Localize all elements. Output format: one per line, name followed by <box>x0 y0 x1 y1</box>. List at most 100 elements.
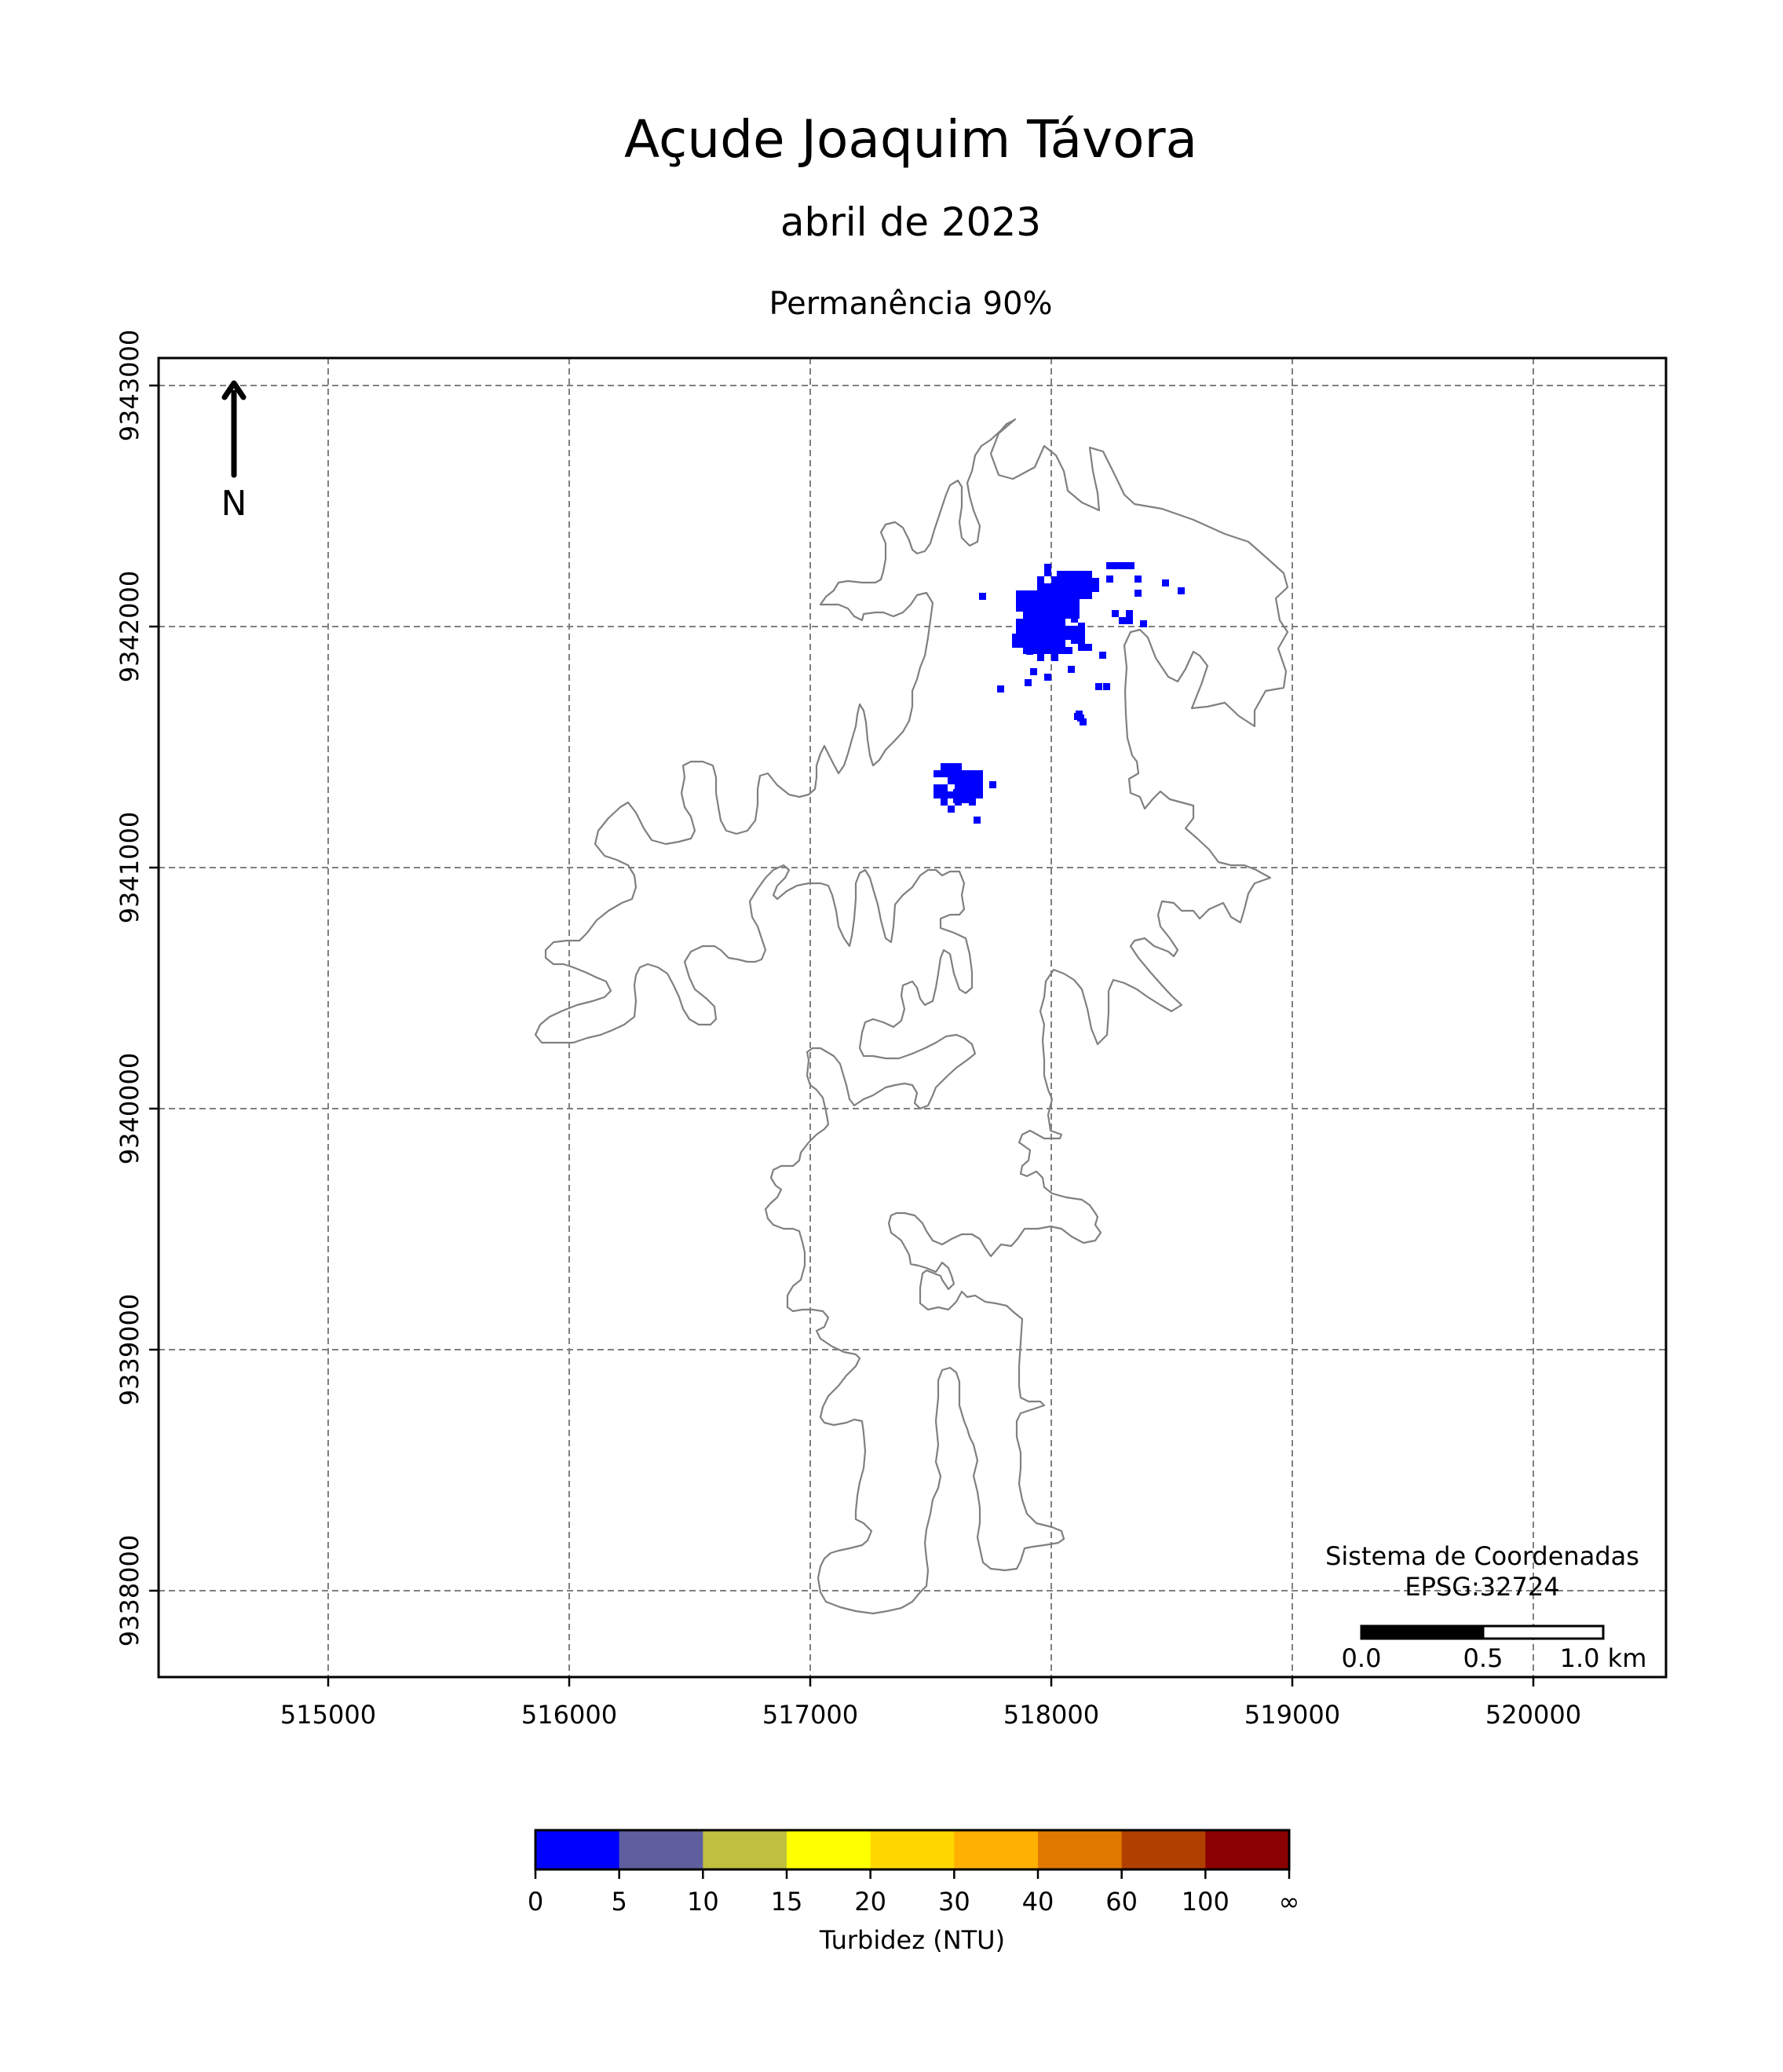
turbidity-cell <box>1058 640 1065 647</box>
turbidity-cell <box>1071 578 1078 585</box>
turbidity-cell <box>934 770 941 777</box>
colorbar-tick-label: 20 <box>854 1887 886 1917</box>
turbidity-cell <box>969 770 976 777</box>
turbidity-cell <box>1019 619 1026 627</box>
turbidity-cell <box>974 817 981 824</box>
colorbar-swatch <box>535 1830 620 1869</box>
turbidity-cell <box>967 789 974 796</box>
turbidity-cell <box>1057 592 1064 599</box>
turbidity-cell <box>1099 652 1106 659</box>
colorbar-tick-label: ∞ <box>1279 1887 1300 1917</box>
turbidity-cell <box>1037 605 1044 612</box>
turbidity-cell <box>1162 579 1169 587</box>
turbidity-cell <box>948 763 955 770</box>
turbidity-cell <box>1033 641 1040 648</box>
turbidity-cell <box>969 784 976 791</box>
turbidity-cell <box>1119 617 1126 624</box>
turbidity-cell <box>1040 627 1047 634</box>
x-axis: 515000 516000 517000 518000 519000 52000… <box>280 1677 1581 1730</box>
turbidity-cell <box>1016 605 1023 612</box>
colorbar-swatches <box>535 1830 1290 1869</box>
turbidity-cell <box>1051 633 1058 640</box>
turbidity-cell <box>948 806 955 813</box>
turbidity-cell <box>1085 644 1092 651</box>
turbidity-cell <box>1085 592 1092 599</box>
turbidity-cell <box>969 777 976 784</box>
colorbar-ticks: 0 5 10 15 20 30 40 60 100 ∞ <box>528 1869 1300 1917</box>
y-tick-label: 9339000 <box>115 1294 144 1406</box>
colorbar-tick-label: 10 <box>687 1887 719 1917</box>
x-tick-label: 517000 <box>762 1700 858 1730</box>
scale-bar: 0.0 0.5 1.0 km <box>1342 1624 1646 1673</box>
turbidity-cell <box>1103 683 1110 690</box>
turbidity-cell <box>1019 641 1026 648</box>
x-tick-label: 520000 <box>1485 1700 1581 1730</box>
turbidity-cell <box>976 791 983 798</box>
y-tick-label: 9343000 <box>115 330 144 442</box>
map-subtitle: abril de 2023 <box>780 199 1041 245</box>
turbidity-cell <box>1071 637 1078 644</box>
turbidity-cell <box>1078 637 1085 644</box>
turbidity-cell <box>1140 620 1147 627</box>
reservoir-outline <box>534 418 1289 1615</box>
turbidity-cell <box>1120 562 1127 569</box>
turbidity-cell <box>1044 612 1051 619</box>
map-title: Açude Joaquim Távora <box>624 109 1197 170</box>
turbidity-cell <box>955 770 962 777</box>
north-arrow: N <box>221 380 247 524</box>
turbidity-cell <box>1065 633 1072 640</box>
turbidity-cell <box>1030 590 1037 597</box>
turbidity-cell <box>1040 619 1047 627</box>
turbidity-cell <box>1051 605 1058 612</box>
colorbar-swatch <box>787 1830 871 1869</box>
turbidity-cell <box>1072 590 1080 597</box>
turbidity-cell <box>1025 679 1032 686</box>
colorbar-swatch <box>703 1830 787 1869</box>
turbidity-cell <box>1044 633 1051 640</box>
turbidity-cell <box>1092 585 1099 592</box>
x-tick-label: 516000 <box>521 1700 617 1730</box>
turbidity-cell <box>1040 634 1047 641</box>
turbidity-cell <box>1019 634 1026 641</box>
crs-label: Sistema de Coordenadas <box>1325 1541 1639 1571</box>
turbidity-cell <box>1106 562 1113 569</box>
turbidity-cell <box>1058 633 1065 640</box>
turbidity-cell <box>1065 626 1072 633</box>
turbidity-cell <box>1051 626 1058 633</box>
turbidity-cell <box>1085 585 1092 592</box>
turbidity-cell <box>1023 647 1030 654</box>
turbidity-cell <box>1074 713 1081 720</box>
turbidity-cell <box>1095 683 1102 690</box>
turbidity-cell <box>1037 654 1044 661</box>
turbidity-cell <box>1065 597 1072 605</box>
turbidity-cell <box>1023 612 1030 619</box>
turbidity-cell <box>1051 597 1058 605</box>
turbidity-cell <box>1058 619 1065 626</box>
colorbar-swatch <box>1121 1830 1206 1869</box>
map-grid <box>159 358 1666 1677</box>
turbidity-cell <box>1051 654 1058 661</box>
y-tick-label: 9341000 <box>115 812 144 924</box>
turbidity-cell <box>1023 605 1030 612</box>
turbidity-cell <box>1072 612 1080 619</box>
turbidity-cell <box>962 770 969 777</box>
x-tick-label: 518000 <box>1003 1700 1099 1730</box>
turbidity-cell <box>1040 641 1047 648</box>
turbidity-cell <box>989 781 996 788</box>
turbidity-cell <box>1058 626 1065 633</box>
colorbar-tick-label: 100 <box>1182 1887 1229 1917</box>
turbidity-cell <box>1078 644 1085 651</box>
turbidity-cell <box>1012 641 1019 648</box>
turbidity-cell <box>941 798 948 806</box>
colorbar-swatch <box>870 1830 955 1869</box>
y-axis: 9343000 9342000 9341000 9340000 9339000 … <box>115 330 159 1646</box>
colorbar-swatch <box>1205 1830 1290 1869</box>
turbidity-cell <box>1044 597 1051 605</box>
turbidity-cell <box>1033 627 1040 634</box>
turbidity-cell <box>962 777 969 784</box>
scale-bar-label: 0.0 <box>1342 1643 1382 1673</box>
turbidity-cell <box>1044 564 1051 571</box>
y-tick-label: 9342000 <box>115 571 144 683</box>
turbidity-cell <box>1037 583 1044 590</box>
